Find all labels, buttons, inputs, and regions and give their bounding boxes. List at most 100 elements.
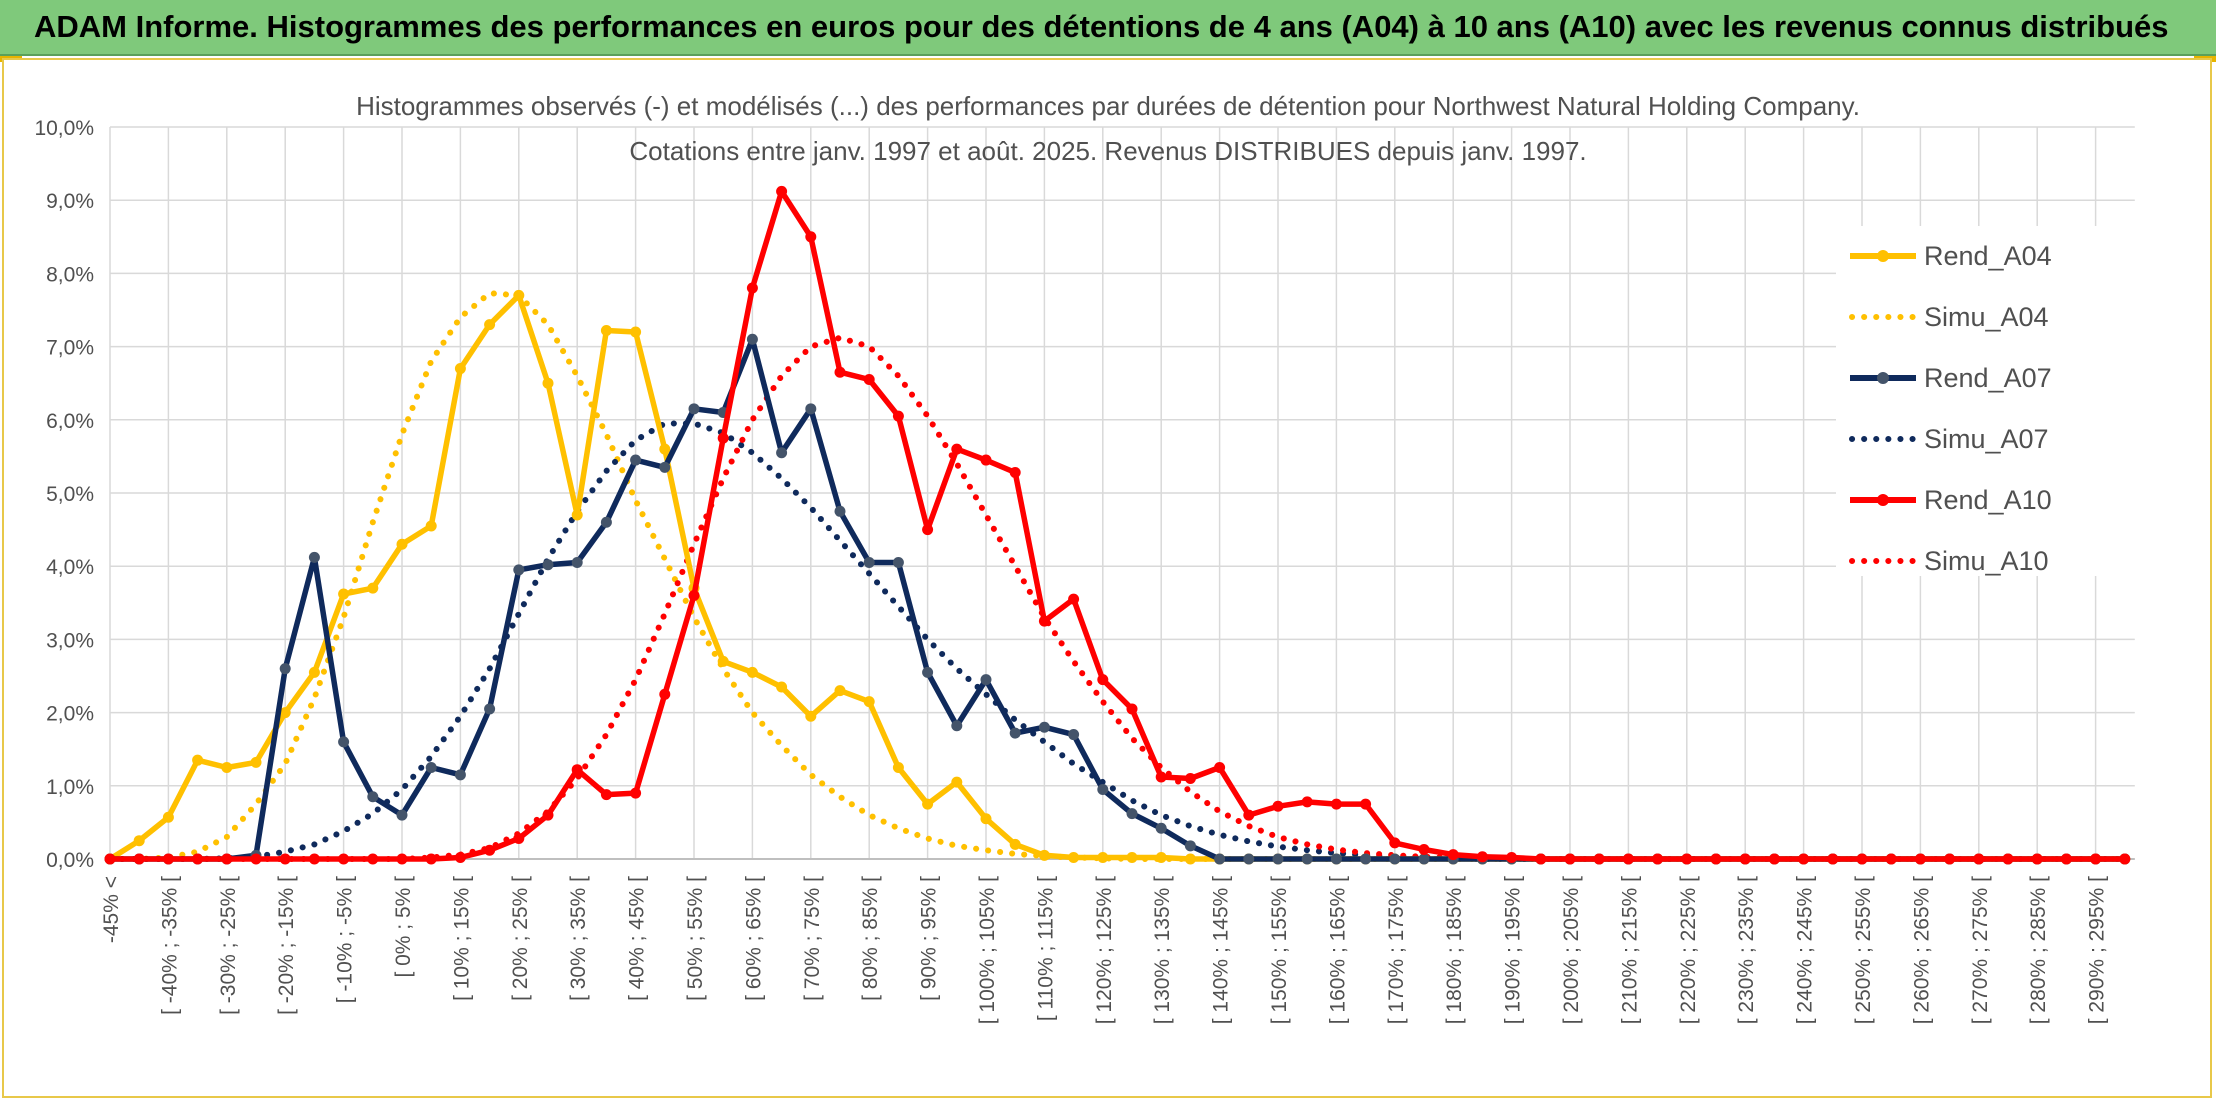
x-tick-label: [ 120% ; 125% [ xyxy=(1093,876,1116,1024)
data-point-rend-a07 xyxy=(484,703,496,715)
x-tick-label: [ 80% ; 85% [ xyxy=(859,876,882,1001)
data-point-rend-a10 xyxy=(2119,853,2131,865)
legend-label: Rend_A10 xyxy=(1924,484,2052,515)
data-point-rend-a04 xyxy=(1009,838,1021,850)
data-point-rend-a10 xyxy=(1827,853,1839,865)
data-point-rend-a10 xyxy=(542,809,554,821)
data-point-rend-a10 xyxy=(1506,852,1518,864)
y-tick-label: 3,0% xyxy=(46,629,94,652)
data-point-rend-a04 xyxy=(1155,852,1167,864)
data-point-rend-a10 xyxy=(600,789,612,801)
data-point-rend-a10 xyxy=(1009,467,1021,479)
data-point-rend-a04 xyxy=(776,681,788,693)
data-point-rend-a10 xyxy=(2002,853,2014,865)
data-point-rend-a04 xyxy=(834,685,846,697)
y-tick-label: 4,0% xyxy=(46,556,94,579)
data-point-rend-a10 xyxy=(659,688,671,700)
data-point-rend-a07 xyxy=(454,769,466,781)
data-point-rend-a07 xyxy=(1272,853,1284,865)
data-point-rend-a07 xyxy=(863,557,875,569)
x-tick-label: [ 270% ; 275% [ xyxy=(1969,876,1992,1024)
data-point-rend-a10 xyxy=(1768,853,1780,865)
legend-label: Simu_A10 xyxy=(1924,545,2049,576)
legend-line-rend-a10 xyxy=(1850,494,1916,506)
data-point-rend-a10 xyxy=(1798,853,1810,865)
data-point-rend-a07 xyxy=(892,557,904,569)
data-point-rend-a10 xyxy=(367,853,379,865)
data-point-rend-a10 xyxy=(2090,853,2102,865)
data-point-rend-a04 xyxy=(1068,852,1080,864)
data-point-rend-a07 xyxy=(776,447,788,459)
data-point-rend-a10 xyxy=(746,282,758,294)
data-point-rend-a04 xyxy=(484,319,496,331)
data-point-rend-a10 xyxy=(338,853,350,865)
data-point-rend-a10 xyxy=(1739,853,1751,865)
data-point-rend-a07 xyxy=(951,720,963,732)
data-point-rend-a07 xyxy=(630,454,642,466)
data-point-rend-a10 xyxy=(2031,853,2043,865)
data-point-rend-a04 xyxy=(922,798,934,810)
legend-item-simu-a10: Simu_A10 xyxy=(1848,541,2049,581)
data-point-rend-a04 xyxy=(367,582,379,594)
legend-label: Rend_A07 xyxy=(1924,362,2052,393)
x-tick-label: [ 200% ; 205% [ xyxy=(1560,876,1583,1024)
data-point-rend-a04 xyxy=(221,762,233,773)
data-point-rend-a10 xyxy=(162,853,174,865)
data-point-rend-a10 xyxy=(1652,853,1664,865)
data-point-rend-a10 xyxy=(1535,853,1547,865)
x-tick-label: [ -20% ; -15% [ xyxy=(275,876,298,1015)
data-point-rend-a10 xyxy=(425,853,437,865)
data-point-rend-a10 xyxy=(1360,798,1372,810)
series-line-rend-a07 xyxy=(110,336,2125,862)
y-tick-label: 8,0% xyxy=(46,263,94,286)
y-tick-label: 0,0% xyxy=(46,849,94,872)
x-tick-label: [ 210% ; 215% [ xyxy=(1618,876,1641,1024)
x-tick-label: [ 230% ; 235% [ xyxy=(1735,876,1758,1024)
data-point-rend-a07 xyxy=(805,403,817,415)
chart-title: Histogrammes observés (-) et modélisés (… xyxy=(356,91,1860,121)
data-point-rend-a10 xyxy=(1068,593,1080,605)
data-point-rend-a07 xyxy=(659,461,671,473)
data-point-rend-a10 xyxy=(221,853,233,865)
x-tick-label: [ 90% ; 95% [ xyxy=(918,876,941,1001)
data-point-rend-a10 xyxy=(834,366,846,378)
data-point-rend-a10 xyxy=(892,410,904,422)
x-tick-label: [ 220% ; 225% [ xyxy=(1677,876,1700,1024)
data-point-rend-a04 xyxy=(192,754,204,766)
data-point-rend-a04 xyxy=(980,813,992,825)
x-tick-label: [ 150% ; 155% [ xyxy=(1268,876,1291,1024)
x-tick-label: [ 100% ; 105% [ xyxy=(976,876,999,1024)
data-point-rend-a10 xyxy=(1710,853,1722,865)
data-point-rend-a07 xyxy=(1214,853,1226,865)
y-tick-label: 1,0% xyxy=(46,776,94,799)
data-point-rend-a07 xyxy=(1418,853,1430,865)
data-point-rend-a04 xyxy=(513,289,525,301)
data-point-rend-a10 xyxy=(1681,853,1693,865)
data-point-rend-a07 xyxy=(425,762,437,773)
report-title-banner: ADAM Informe. Histogrammes des performan… xyxy=(0,0,2216,56)
legend-item-simu-a07: Simu_A07 xyxy=(1848,419,2049,459)
series-line-rend-a10 xyxy=(110,188,2125,862)
data-point-rend-a07 xyxy=(308,551,320,563)
data-point-rend-a04 xyxy=(659,443,671,455)
data-point-rend-a10 xyxy=(717,432,729,444)
data-point-rend-a07 xyxy=(1009,727,1021,739)
data-point-rend-a10 xyxy=(1126,703,1138,715)
data-point-rend-a07 xyxy=(1126,808,1138,820)
x-tick-label: [ 130% ; 135% [ xyxy=(1151,876,1174,1024)
data-point-rend-a10 xyxy=(1155,771,1167,783)
data-point-rend-a07 xyxy=(746,333,758,345)
data-point-rend-a10 xyxy=(1856,853,1868,865)
data-point-rend-a07 xyxy=(1038,721,1050,733)
data-point-rend-a07 xyxy=(1097,783,1109,795)
legend-label: Rend_A04 xyxy=(1924,240,2052,271)
x-tick-label: [ 50% ; 55% [ xyxy=(684,876,707,1001)
data-point-rend-a10 xyxy=(1038,615,1050,627)
x-tick-label: [ 70% ; 75% [ xyxy=(801,876,824,1001)
x-tick-label: [ 60% ; 65% [ xyxy=(742,876,765,1001)
data-point-rend-a07 xyxy=(922,666,934,678)
data-point-rend-a07 xyxy=(600,516,612,528)
x-tick-label: [ 10% ; 15% [ xyxy=(450,876,473,1001)
x-tick-label: -45% < xyxy=(100,876,123,943)
